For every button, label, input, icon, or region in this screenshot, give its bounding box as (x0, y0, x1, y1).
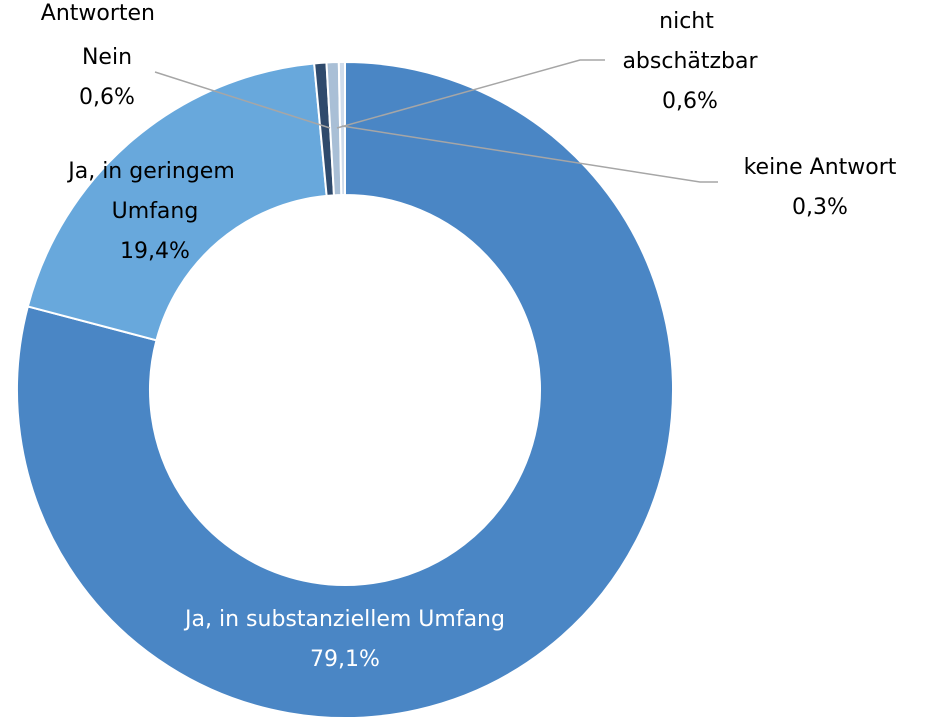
category-label: Nein (82, 45, 132, 70)
leader-line (336, 59, 605, 129)
leader-line (154, 71, 331, 129)
donut-slice (26, 62, 328, 342)
category-label: nicht abschätzbar (622, 9, 758, 74)
value-label: 0,6% (662, 89, 718, 114)
donut-slice (16, 60, 674, 719)
chart-title: Antworten (41, 1, 155, 26)
category-label: keine Antwort (744, 155, 897, 180)
value-label: 0,6% (79, 85, 135, 110)
donut-slice (337, 60, 346, 197)
category-label: Ja, in geringem Umfang (66, 159, 242, 224)
value-label: 0,3% (792, 195, 848, 220)
category-label: Ja, in substanziellem Umfang (183, 607, 505, 632)
leader-line (341, 125, 718, 183)
value-label: 79,1% (310, 647, 380, 672)
value-label: 19,4% (120, 239, 190, 264)
